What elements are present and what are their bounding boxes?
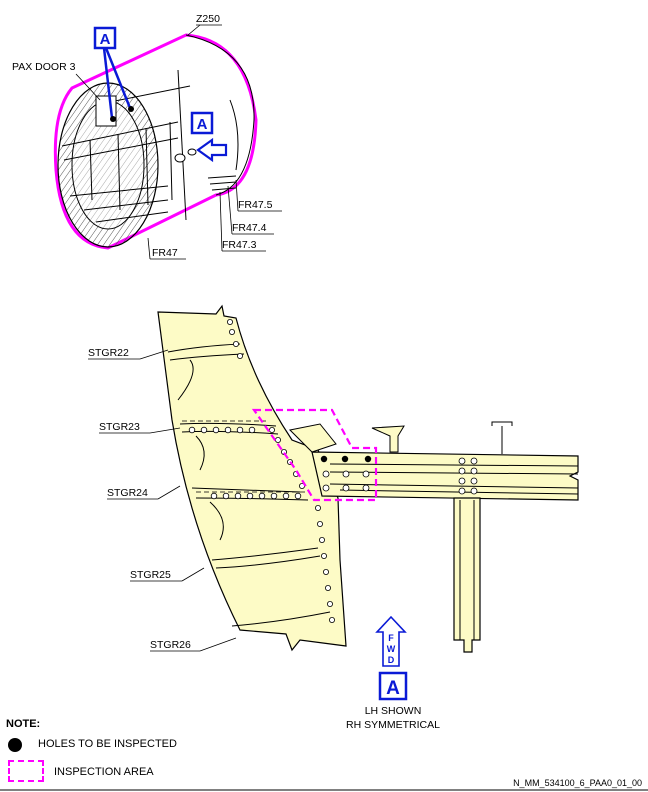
svg-text:F: F (388, 633, 394, 643)
label-fr47: FR47 (152, 247, 178, 259)
callout-a-top-letter: A (100, 31, 111, 48)
label-stgr26: STGR26 (150, 639, 191, 651)
svg-text:D: D (388, 655, 395, 665)
label-fr47-5: FR47.5 (238, 199, 273, 211)
view-arrow-icon (196, 137, 228, 163)
view-a-callout-top[interactable]: A (93, 26, 134, 122)
inspect-hole-2 (341, 455, 349, 463)
legend-hole-icon (8, 738, 22, 752)
fwd-arrow: F W D (375, 615, 407, 667)
vertical-post (453, 497, 481, 653)
legend-holes-text: HOLES TO BE INSPECTED (38, 738, 177, 750)
legend-area-icon (8, 760, 44, 782)
legend-area-text: INSPECTION AREA (54, 766, 154, 778)
caption-line1: LH SHOWN (365, 705, 422, 717)
inspection-area (251, 408, 378, 502)
note-title: NOTE: (6, 718, 41, 730)
frame-panel (157, 304, 347, 652)
svg-text:W: W (387, 644, 396, 654)
view-a-label: A LH SHOWN RH SYMMETRICAL (346, 671, 440, 731)
callout-a-mid-letter: A (197, 116, 208, 133)
label-stgr22: STGR22 (88, 347, 129, 359)
detail-view-a (157, 304, 579, 653)
caption-line2: RH SYMMETRICAL (346, 719, 440, 731)
label-pax-door-3: PAX DOOR 3 (12, 61, 76, 73)
label-fr47-4: FR47.4 (232, 222, 267, 234)
seat-rail (371, 425, 405, 453)
fuselage-section (53, 33, 258, 250)
floor-beam (311, 451, 579, 501)
label-z250: Z250 (196, 13, 220, 25)
label-stgr24: STGR24 (107, 487, 148, 499)
inspect-hole-1 (320, 455, 328, 463)
view-a-letter: A (386, 678, 400, 699)
fuselage-labels: Z250 PAX DOOR 3 FR47.5 FR47.4 FR47.3 FR4… (12, 13, 282, 260)
label-stgr25: STGR25 (130, 569, 171, 581)
inspect-hole-3 (364, 455, 372, 463)
label-fr47-3: FR47.3 (222, 239, 257, 251)
stringer-labels: STGR22 STGR23 STGR24 STGR25 STGR26 (88, 347, 237, 652)
document-id: N_MM_534100_6_PAA0_01_00 (513, 778, 642, 788)
view-a-callout-mid[interactable]: A (190, 111, 228, 163)
fwd-arrow-icon (375, 615, 407, 667)
label-stgr23: STGR23 (99, 421, 140, 433)
inspect-holes (320, 455, 372, 463)
